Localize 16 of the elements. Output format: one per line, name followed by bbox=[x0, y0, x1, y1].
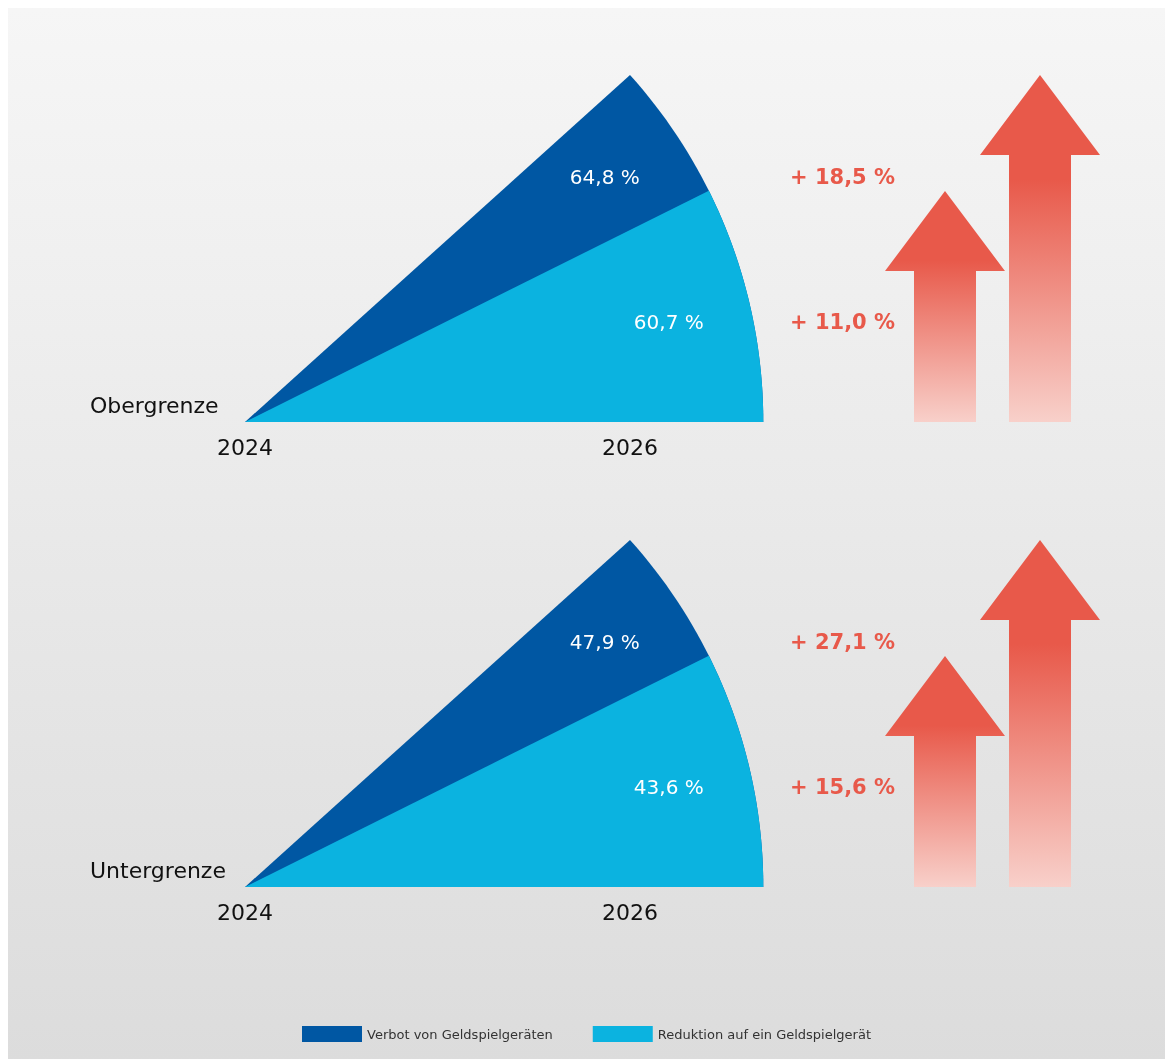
category-label: 2024 bbox=[217, 899, 273, 925]
text: Obergrenze bbox=[90, 392, 219, 418]
legend-label: Reduktion auf ein Geldspielgerät bbox=[657, 1026, 872, 1042]
legend-label: Verbot von Geldspielgeräten bbox=[367, 1026, 553, 1042]
category-label: 2026 bbox=[602, 899, 658, 925]
data-label: 47,9 % bbox=[569, 629, 640, 654]
text: + 11,0 % bbox=[790, 310, 896, 335]
text: Untergrenze bbox=[90, 857, 226, 883]
data-label: 64,8 % bbox=[569, 164, 640, 189]
text: + 15,6 % bbox=[790, 775, 896, 800]
category-label: 2024 bbox=[217, 434, 273, 460]
data-label: 43,6 % bbox=[633, 775, 704, 800]
data-label: 60,7 % bbox=[633, 310, 704, 335]
text: + 18,5 % bbox=[790, 164, 896, 189]
text: + 27,1 % bbox=[790, 629, 896, 654]
category-label: 2026 bbox=[602, 434, 658, 460]
